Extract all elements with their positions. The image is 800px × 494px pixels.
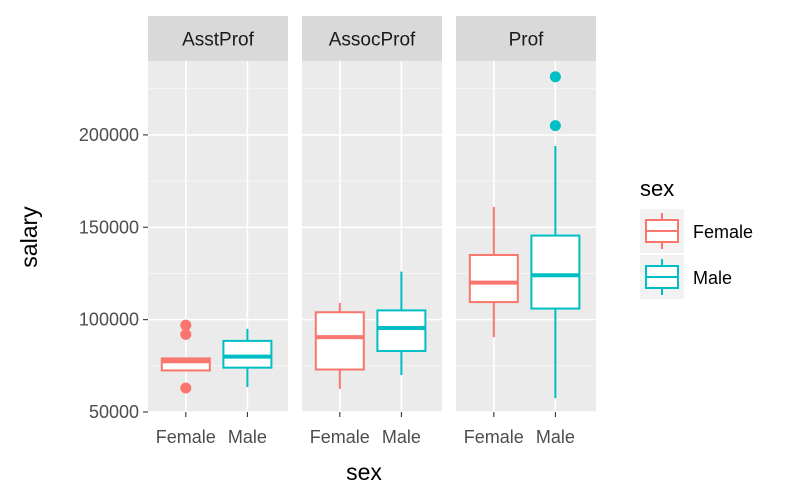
outlier-point (180, 319, 192, 331)
box-male (376, 271, 427, 376)
box-male (530, 71, 581, 399)
x-tick-label: Female (464, 427, 524, 447)
y-tick-label: 100000 (79, 310, 139, 330)
box-iqr (314, 311, 365, 371)
y-tick-label: 200000 (79, 125, 139, 145)
legend-item-male: Male (640, 255, 732, 299)
y-tick-label: 50000 (89, 402, 139, 422)
outlier-point (180, 328, 192, 340)
legend-title: sex (640, 176, 674, 201)
facet-strip-label: AssocProf (329, 30, 416, 51)
legend-label: Female (693, 222, 753, 242)
outlier-point (180, 382, 192, 394)
y-tick-label: 150000 (79, 217, 139, 237)
box-iqr (468, 253, 519, 304)
facet-strip (148, 16, 288, 61)
facet-panel-prof: Prof Female Male (456, 16, 596, 447)
y-axis-title: salary (16, 206, 42, 268)
legend-item-female: Female (640, 209, 753, 253)
box-female (314, 303, 365, 389)
x-tick-label: Male (382, 427, 421, 447)
box-iqr (222, 339, 273, 369)
box-iqr (530, 234, 581, 310)
facet-panel-asstprof: AsstProf Female Male (148, 16, 288, 447)
box-female (468, 206, 519, 338)
box-female (160, 319, 211, 394)
y-axis: 50000 100000 150000 200000 (79, 125, 148, 422)
facet-panel-assocprof: AssocProf Female Male (302, 16, 442, 447)
facet-strip (456, 16, 596, 61)
outlier-point (549, 120, 561, 132)
facet-strip (302, 16, 442, 61)
x-tick-label: Female (310, 427, 370, 447)
x-tick-label: Male (228, 427, 267, 447)
box-male (222, 328, 273, 388)
outlier-point (549, 71, 561, 83)
x-tick-label: Male (536, 427, 575, 447)
legend: sex Female Male (640, 176, 753, 299)
legend-label: Male (693, 268, 732, 288)
facet-strip-label: AsstProf (182, 30, 255, 51)
x-tick-label: Female (156, 427, 216, 447)
facet-strip-label: Prof (509, 30, 545, 51)
box-iqr (376, 309, 427, 353)
x-axis-title: sex (346, 459, 382, 485)
